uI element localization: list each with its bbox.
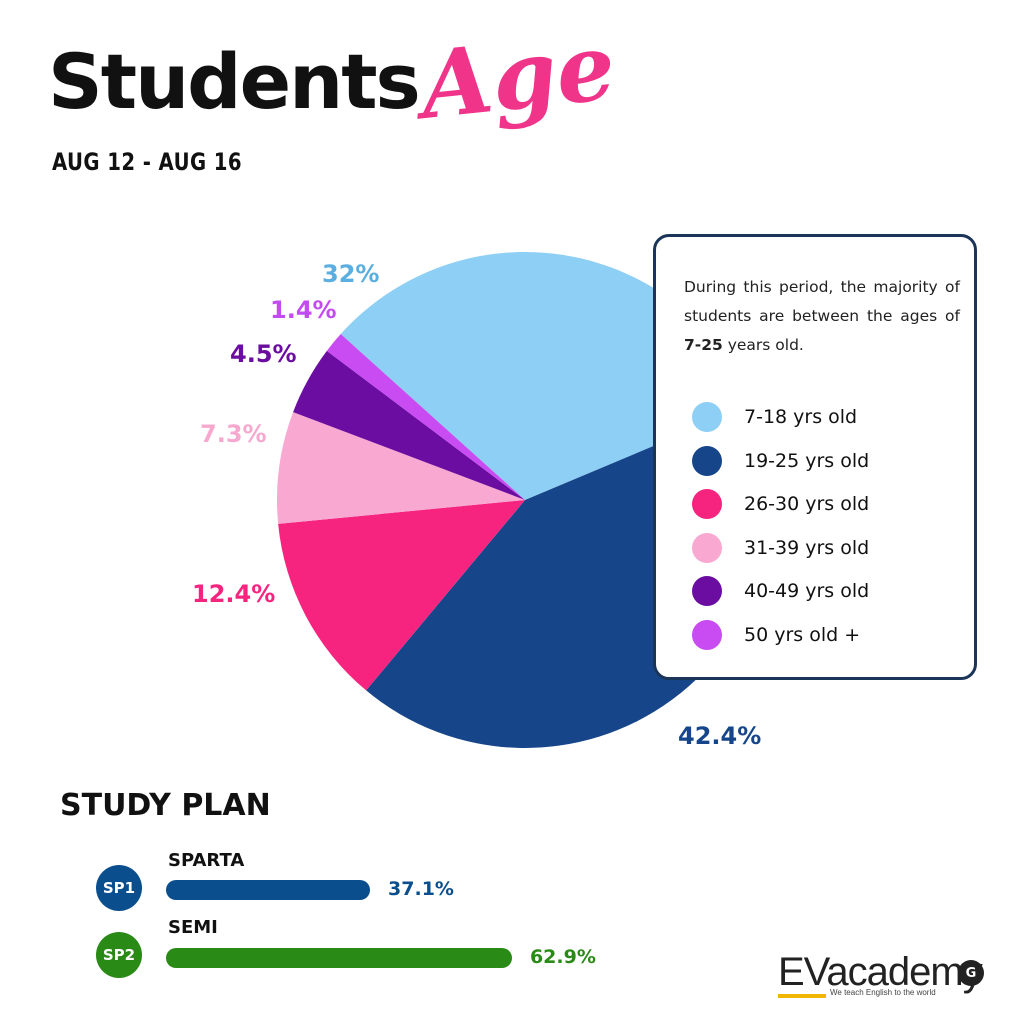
pie-value-label-5: 4.5% [230,340,297,368]
evacademy-logo: EVacademy We teach English to the world … [778,950,984,998]
plan-value-label: 37.1% [388,878,454,900]
plan-badge-sp1: SP1 [96,865,142,911]
legend-label: 40-49 yrs old [744,580,870,602]
pie-slice-5 [293,350,525,500]
legend-swatch [692,445,722,476]
plan-value-label: 62.9% [529,946,596,968]
legend-label: 7-18 yrs old [744,406,858,428]
legend-description-highlight: 7-25 [684,336,723,354]
study-plan-title: STUDY PLAN [60,788,271,823]
plan-name: SPARTA [168,850,245,871]
legend-label: 19-25 yrs old [744,449,870,472]
pie-value-label-4: 7.3% [200,420,267,448]
legend-item: 19-25 yrs old [692,445,870,476]
legend-panel: During this period, the majority of stud… [653,234,977,680]
plan-badge-sp2: SP2 [96,932,142,978]
legend-swatch [692,619,722,650]
legend-label: 50 yrs old + [744,623,861,646]
pie-slice-4 [277,412,525,524]
date-range: AUG 12 - AUG 16 [52,148,243,176]
pie-value-label-1: 32% [322,260,380,288]
pie-slice-6 [326,334,525,500]
plan-bar [166,948,512,968]
pie-value-label-6: 1.4% [270,296,337,324]
pie-slice-1 [340,251,754,500]
legend-item: 26-30 yrs old [692,489,869,519]
pie-value-label-2: 42.4% [678,722,762,750]
legend-item: 50 yrs old + [692,619,861,650]
legend-swatch [692,402,722,432]
legend-item: 31-39 yrs old [692,532,870,563]
legend-item: 7-18 yrs old [692,402,857,432]
logo-mark-icon: G [958,960,984,986]
legend-swatch [692,532,722,563]
legend-label: 26-30 yrs old [744,493,870,515]
page-title: Students [48,37,421,126]
plan-bar [166,880,371,900]
legend-item: 40-49 yrs old [692,576,869,606]
plan-name: SEMI [168,917,218,938]
legend-swatch [692,489,722,519]
legend-label: 31-39 yrs old [744,536,870,559]
legend-description: During this period, the majority of stud… [684,278,960,354]
pie-value-label-3: 12.4% [192,580,276,608]
legend-swatch [692,576,722,606]
pie-slice-3 [278,500,525,691]
